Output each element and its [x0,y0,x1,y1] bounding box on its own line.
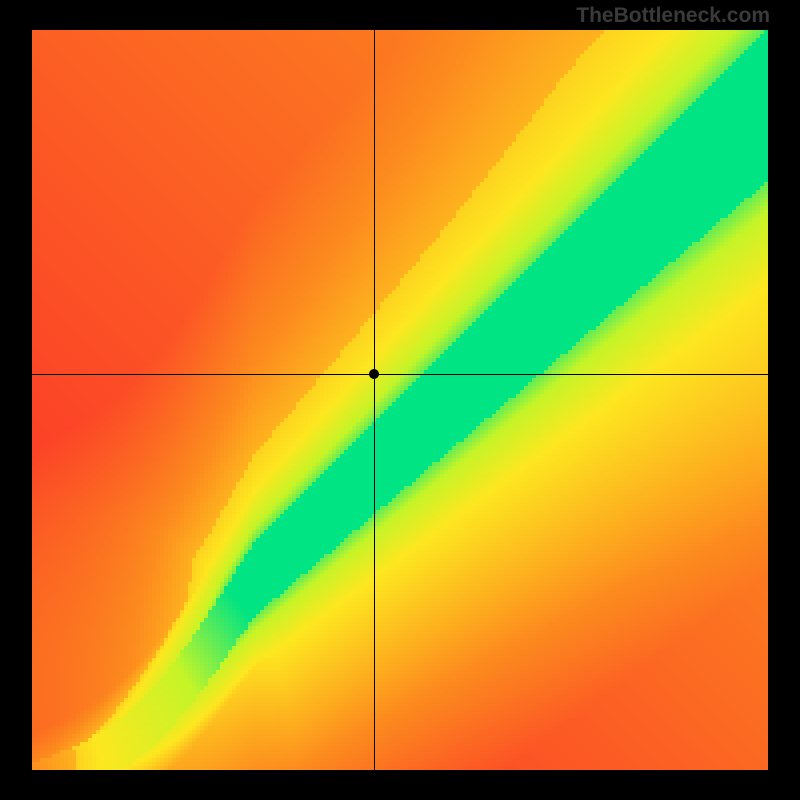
heatmap-plot [32,30,768,770]
heatmap-canvas [32,30,768,770]
watermark-text: TheBottleneck.com [576,4,770,28]
crosshair-horizontal [32,374,768,375]
marker-dot [369,369,379,379]
crosshair-vertical [374,30,375,770]
